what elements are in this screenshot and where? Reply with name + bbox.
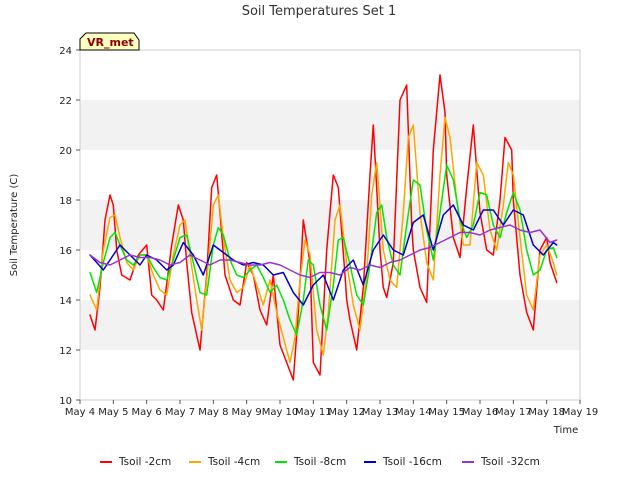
- x-tick-label: May 7: [165, 407, 195, 418]
- x-tick-label: May 5: [98, 407, 128, 418]
- x-tick-label: May 10: [262, 407, 299, 418]
- x-tick-label: May 11: [295, 407, 332, 418]
- x-tick-label: May 9: [232, 407, 262, 418]
- grid-band: [80, 100, 580, 150]
- y-tick-label: 10: [59, 396, 72, 407]
- x-tick-label: May 6: [132, 407, 162, 418]
- legend-label-tsoil-2cm: Tsoil -2cm: [118, 456, 171, 468]
- x-tick-label: May 15: [428, 407, 465, 418]
- series-line-tsoil-16cm: [89, 204, 558, 306]
- legend-label-tsoil-4cm: Tsoil -4cm: [207, 456, 260, 468]
- y-axis-label: Soil Temperature (C): [9, 174, 20, 277]
- x-tick-label: May 13: [362, 407, 399, 418]
- y-tick-label: 16: [59, 246, 72, 257]
- legend-label-tsoil-16cm: Tsoil -16cm: [382, 456, 442, 468]
- x-axis-ticks: May 4 May 5 May 6 May 7 May 8 May 9 May 10May …: [65, 400, 598, 418]
- series-lines: [89, 74, 558, 381]
- plot-background-bands: [80, 50, 580, 400]
- vr-met-tag-shape: [79, 32, 140, 51]
- x-tick-label: May 18: [528, 407, 565, 418]
- vr-met-tag: VR_met: [79, 32, 140, 51]
- y-tick-label: 14: [59, 296, 72, 307]
- legend-label-tsoil-32cm: Tsoil -32cm: [480, 456, 540, 468]
- x-tick-label: May 4: [65, 407, 95, 418]
- legend: Tsoil -2cm Tsoil -4cm Tsoil -8cm Tsoil -16c…: [100, 456, 540, 468]
- x-tick-label: May 14: [395, 407, 432, 418]
- plot-frame: [79, 49, 581, 401]
- y-tick-label: 22: [59, 96, 72, 107]
- y-tick-label: 18: [59, 196, 72, 207]
- chart-title: Soil Temperatures Set 1: [242, 4, 397, 19]
- x-axis-label: Time: [553, 425, 578, 436]
- x-tick-label: May 16: [462, 407, 499, 418]
- y-axis-ticks: 10 12 14 16 18 20 22 24: [59, 46, 80, 407]
- series-line-tsoil-32cm: [89, 224, 558, 279]
- y-tick-label: 20: [59, 146, 72, 157]
- legend-label-tsoil-8cm: Tsoil -8cm: [293, 456, 346, 468]
- y-tick-label: 24: [59, 46, 72, 57]
- x-tick-label: May 8: [198, 407, 228, 418]
- x-tick-label: May 12: [328, 407, 365, 418]
- y-tick-label: 12: [59, 346, 72, 357]
- vr-met-label: VR_met: [87, 36, 134, 49]
- series-line-tsoil-8cm: [89, 164, 558, 336]
- x-tick-label: May 19: [562, 407, 599, 418]
- x-tick-label: May 17: [495, 407, 532, 418]
